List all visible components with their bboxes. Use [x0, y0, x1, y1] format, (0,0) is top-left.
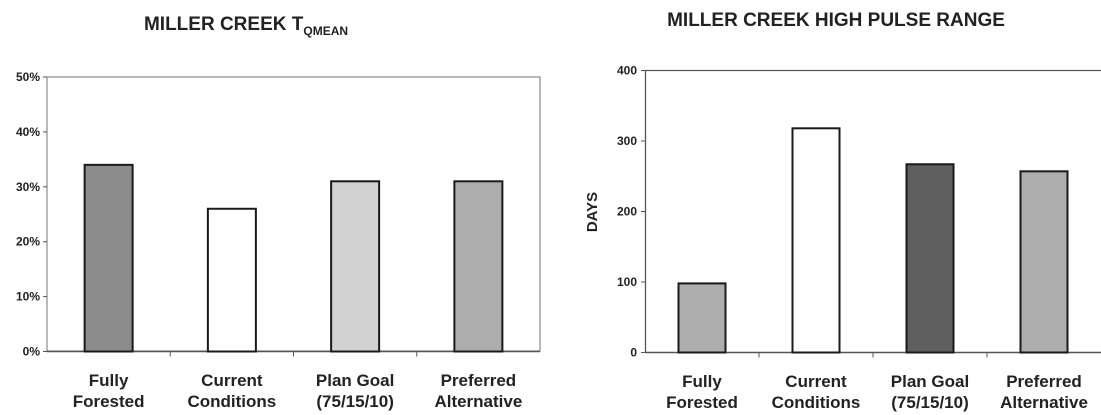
- y-tick-label: 0%: [23, 345, 41, 359]
- category-labels: Fully Forested Current Conditions Plan Goal(…: [666, 372, 1088, 412]
- category-label: Plan Goal (75/15/10): [316, 371, 394, 411]
- y-tick-label: 40%: [16, 125, 40, 139]
- x-tick-marks: [169, 351, 418, 357]
- y-tick-label: 0: [630, 346, 637, 360]
- chart-title: MILLER CREEK TQMEAN: [144, 14, 348, 38]
- y-tick-label: 50%: [16, 70, 40, 84]
- bars: [677, 127, 1069, 354]
- category-label: Fully Forested: [73, 371, 145, 411]
- chart-tqmean: MILLER CREEK TQMEAN 0% 10% 20% 30% 40% 50% Fu…: [16, 14, 541, 411]
- y-tick-label: 10%: [16, 290, 40, 304]
- y-tick-label: 30%: [16, 180, 40, 194]
- category-label: Current Conditions: [187, 371, 276, 411]
- bar: [677, 282, 727, 354]
- chart-title-main: MILLER CREEK T: [144, 14, 304, 35]
- bar: [206, 207, 257, 353]
- category-label: Current Conditions: [772, 372, 861, 412]
- y-tick-labels: 0 100 200 300 400: [617, 64, 645, 360]
- y-tick-labels: 0% 10% 20% 30% 40% 50%: [16, 70, 47, 359]
- category-label: Preferred Alternative: [434, 371, 522, 411]
- category-label: Preferred Alternative: [1000, 372, 1088, 412]
- y-tick-label: 300: [617, 134, 637, 148]
- y-tick-label: 400: [617, 64, 637, 78]
- chart-title: MILLER CREEK HIGH PULSE RANGE: [667, 10, 1005, 31]
- bar: [791, 127, 841, 354]
- bar: [330, 180, 381, 353]
- bar: [453, 180, 504, 353]
- x-tick-marks: [758, 352, 988, 358]
- y-axis-label: DAYS: [584, 192, 601, 232]
- category-label: Plan Goal (75/15/10): [891, 372, 969, 412]
- y-tick-label: 20%: [16, 235, 40, 249]
- bar: [83, 163, 134, 353]
- category-label: Fully Forested: [666, 372, 738, 412]
- chart-title-subscript: QMEAN: [303, 24, 348, 38]
- bars: [83, 163, 504, 353]
- category-labels: Fully Forested Current Conditions Plan Goal(…: [73, 371, 523, 411]
- bar: [905, 163, 955, 354]
- y-tick-label: 200: [617, 205, 637, 219]
- chart-high-pulse-range: MILLER CREEK HIGH PULSE RANGE DAYS 0 100 2…: [584, 10, 1101, 412]
- bar: [1019, 170, 1069, 354]
- y-tick-label: 100: [617, 275, 637, 289]
